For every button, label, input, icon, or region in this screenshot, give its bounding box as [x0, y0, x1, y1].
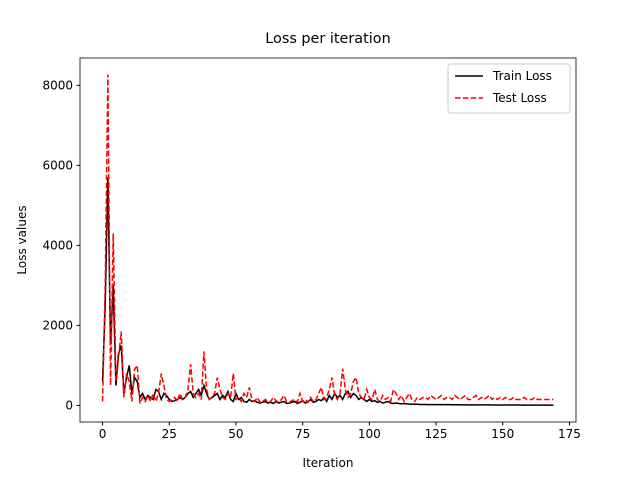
x-axis-label: Iteration [303, 456, 354, 470]
x-tick-label: 0 [99, 427, 107, 441]
legend-label: Train Loss [492, 69, 552, 83]
x-tick-label: 125 [425, 427, 448, 441]
plot-frame [79, 57, 577, 423]
y-axis-label: Loss values [15, 205, 29, 274]
x-tick-label: 100 [358, 427, 381, 441]
x-tick-label: 50 [228, 427, 243, 441]
y-tick-label: 6000 [42, 158, 73, 172]
y-tick-label: 2000 [42, 318, 73, 332]
y-tick-label: 4000 [42, 238, 73, 252]
y-tick-label: 0 [65, 398, 73, 412]
chart-title: Loss per iteration [265, 31, 390, 47]
series-line [101, 74, 554, 404]
y-tick-label: 8000 [42, 78, 73, 92]
x-tick-label: 25 [162, 427, 177, 441]
series-line [101, 177, 554, 406]
legend-label: Test Loss [492, 91, 547, 105]
x-tick-label: 150 [491, 427, 514, 441]
x-tick-label: 175 [558, 427, 581, 441]
x-tick-label: 75 [295, 427, 310, 441]
